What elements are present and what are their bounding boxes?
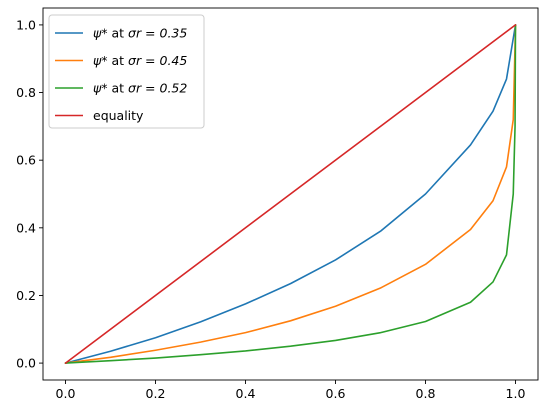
- series-line-4: [64, 24, 517, 364]
- x-tick-label: 0.8: [416, 386, 436, 401]
- y-tick-label: 1.0: [16, 17, 36, 32]
- axes: 0.0 0.2 0.4 0.6 0.8 1.0 0.0 0.2 0.4 0.6 0.8 1.0: [16, 7, 539, 401]
- legend-label-3: ψ* at σr = 0.52: [93, 81, 187, 96]
- legend-label-1: ψ* at σr = 0.35: [93, 26, 187, 41]
- x-tick-label: 0.4: [236, 386, 256, 401]
- plot-frame: [42, 7, 539, 381]
- series-line-3: [64, 24, 517, 364]
- x-tick-label: 0.2: [146, 386, 166, 401]
- legend: ψ* at σr = 0.35 ψ* at σr = 0.45 ψ* at σr =…: [48, 14, 205, 129]
- legend-label-2: ψ* at σr = 0.45: [93, 53, 187, 68]
- legend-box: [48, 14, 205, 129]
- x-tick-label: 0.0: [56, 386, 76, 401]
- y-tick-label: 0.0: [16, 356, 36, 371]
- y-tick-label: 0.2: [16, 288, 36, 303]
- x-tick-label: 1.0: [506, 386, 526, 401]
- y-tick-label: 0.6: [16, 153, 36, 168]
- legend-label-4: equality: [93, 108, 144, 123]
- series-lines: [64, 24, 517, 364]
- y-tick-label: 0.4: [16, 220, 36, 235]
- x-tick-label: 0.6: [326, 386, 346, 401]
- y-tick-label: 0.8: [16, 85, 36, 100]
- series-line-2: [64, 24, 517, 364]
- series-line-1: [64, 24, 517, 364]
